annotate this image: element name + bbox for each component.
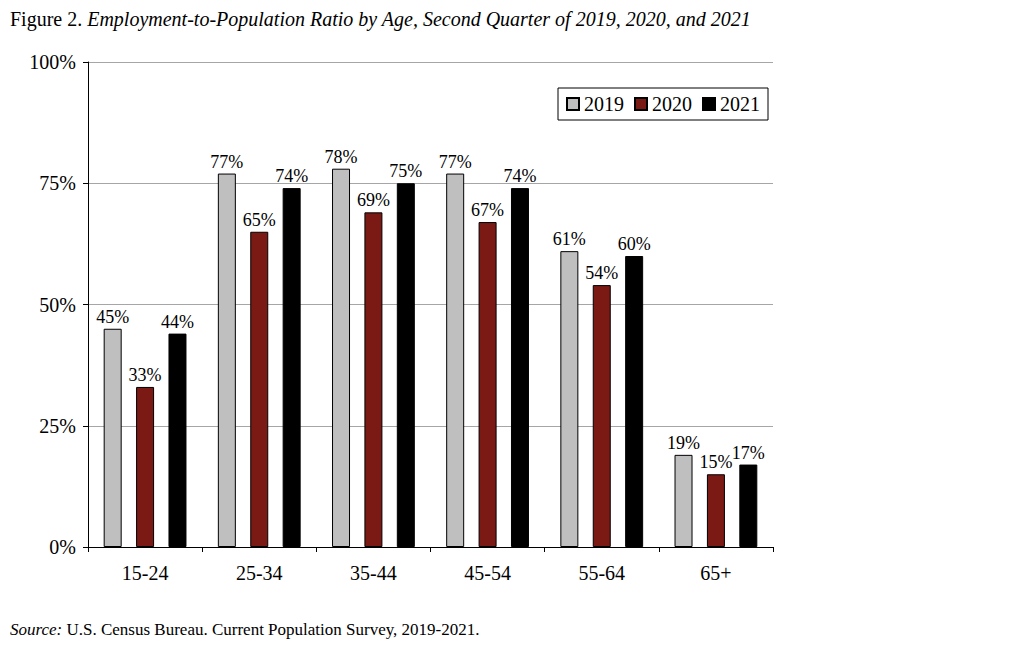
svg-text:61%: 61% [553, 229, 586, 249]
svg-text:15%: 15% [699, 452, 732, 472]
svg-text:33%: 33% [129, 365, 162, 385]
svg-text:45-54: 45-54 [464, 562, 511, 584]
svg-text:Source:: Source: [10, 620, 62, 639]
svg-text:2020: 2020 [652, 93, 692, 115]
svg-text:U.S. Census Bureau. Current Po: U.S. Census Bureau. Current Population S… [62, 620, 479, 639]
svg-text:15-24: 15-24 [122, 562, 169, 584]
svg-text:78%: 78% [325, 147, 358, 167]
svg-text:54%: 54% [585, 263, 618, 283]
svg-text:77%: 77% [439, 152, 472, 172]
svg-text:75%: 75% [389, 161, 422, 181]
svg-text:65%: 65% [243, 210, 276, 230]
svg-text:45%: 45% [96, 307, 129, 327]
svg-text:50%: 50% [39, 294, 76, 316]
svg-text:2021: 2021 [720, 93, 760, 115]
svg-text:74%: 74% [503, 166, 536, 186]
svg-text:74%: 74% [275, 166, 308, 186]
svg-text:44%: 44% [161, 312, 194, 332]
svg-text:2019: 2019 [584, 93, 624, 115]
svg-text:77%: 77% [210, 152, 243, 172]
svg-text:Figure 2.: Figure 2. [10, 8, 82, 31]
svg-text:35-44: 35-44 [350, 562, 397, 584]
svg-text:Employment-to-Population Ratio: Employment-to-Population Ratio by Age, S… [82, 8, 750, 31]
svg-text:69%: 69% [357, 190, 390, 210]
svg-text:55-64: 55-64 [578, 562, 625, 584]
svg-text:19%: 19% [667, 433, 700, 453]
svg-text:65+: 65+ [700, 562, 731, 584]
svg-text:0%: 0% [49, 536, 76, 558]
svg-text:60%: 60% [618, 234, 651, 254]
svg-text:25-34: 25-34 [236, 562, 283, 584]
svg-text:17%: 17% [732, 443, 765, 463]
svg-text:67%: 67% [471, 200, 504, 220]
svg-text:75%: 75% [39, 172, 76, 194]
svg-text:25%: 25% [39, 415, 76, 437]
svg-text:100%: 100% [29, 51, 76, 73]
